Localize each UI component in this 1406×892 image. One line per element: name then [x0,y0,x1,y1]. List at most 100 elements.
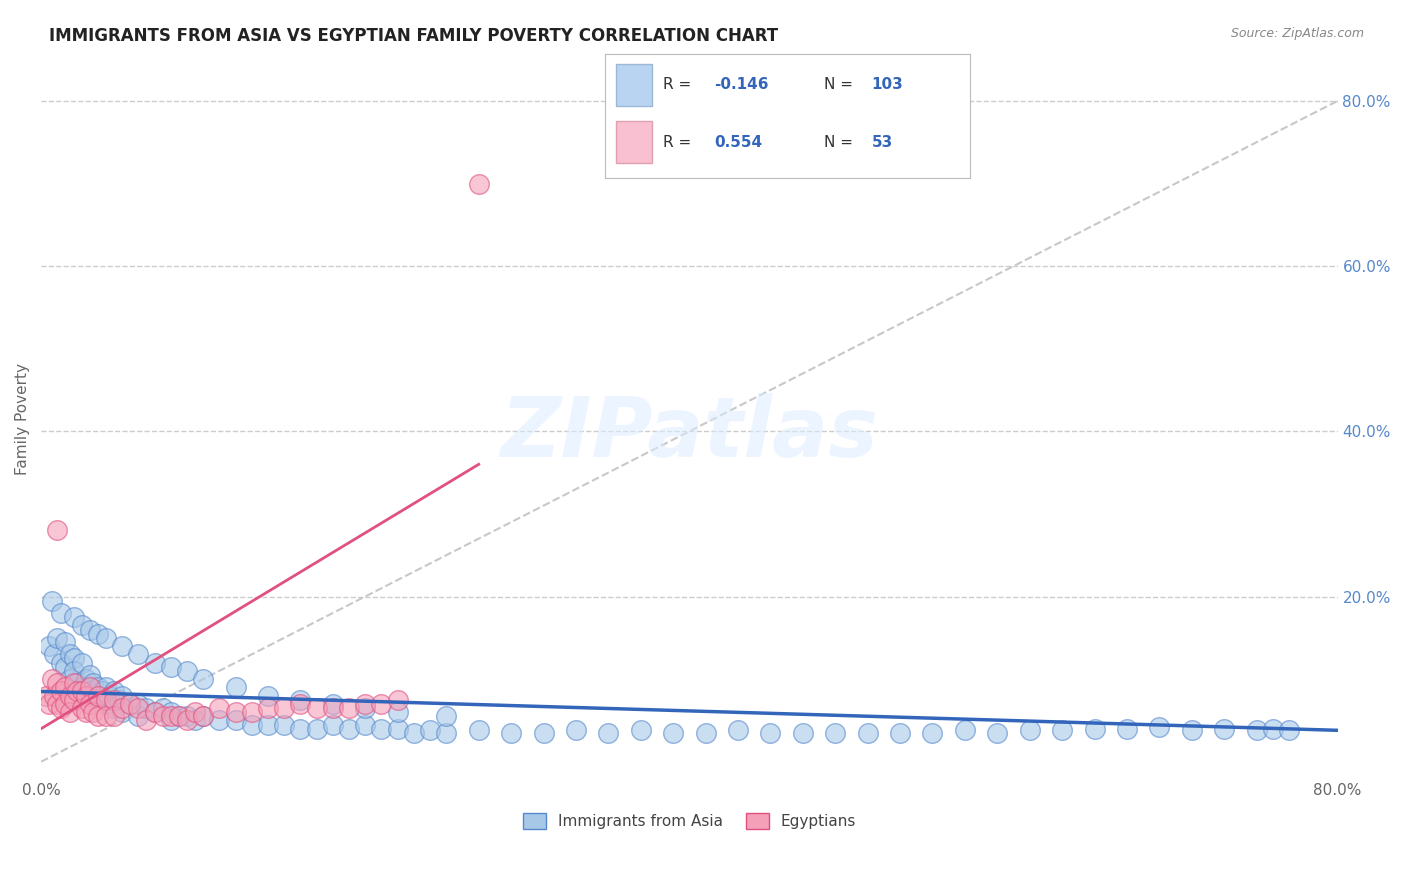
Point [70,701,93,715]
Point [225,714,247,728]
Point [49,606,72,620]
Point [111,689,134,703]
Legend: Immigrants from Asia, Egyptians: Immigrants from Asia, Egyptians [516,807,862,835]
Point [82,676,104,690]
Point [193,709,215,723]
Point [108,692,131,706]
Point [354,717,377,731]
Point [66,676,89,690]
Point [49,701,72,715]
Point [565,723,588,738]
Point [290,697,312,711]
Point [79,623,101,637]
Point [127,697,149,711]
Point [70,656,93,670]
Point [62,610,84,624]
Point [62,692,84,706]
Point [76,689,98,703]
Point [257,689,280,703]
Point [225,705,247,719]
Point [127,709,149,723]
Point [290,692,312,706]
Point [152,709,174,723]
Point [225,681,247,695]
Text: N =: N = [824,78,853,92]
Point [501,726,523,740]
Point [921,726,943,740]
Point [87,692,110,706]
Y-axis label: Family Poverty: Family Poverty [15,363,30,475]
Point [94,692,117,706]
Point [856,726,879,740]
Point [42,689,65,703]
Point [49,656,72,670]
Point [167,709,190,723]
Point [79,684,101,698]
Point [111,705,134,719]
Point [55,659,77,673]
Point [35,689,58,703]
Point [98,689,121,703]
Point [759,726,782,740]
Point [94,681,117,695]
Point [159,705,181,719]
Point [273,717,295,731]
Point [176,709,198,723]
Point [305,722,328,736]
Point [240,705,263,719]
Text: ZIPatlas: ZIPatlas [501,392,879,474]
Point [152,701,174,715]
Point [208,714,231,728]
Point [467,177,489,191]
Point [1213,722,1236,736]
Point [290,722,312,736]
Point [79,697,101,711]
Point [49,684,72,698]
Point [120,697,142,711]
Point [240,717,263,731]
Point [387,722,409,736]
Point [1050,723,1073,738]
Point [62,651,84,665]
Point [62,676,84,690]
Text: 0.554: 0.554 [714,135,762,150]
Point [322,717,344,731]
Point [167,709,190,723]
Point [87,709,110,723]
Point [387,692,409,706]
Point [370,722,392,736]
Point [354,697,377,711]
Point [1149,720,1171,734]
Point [46,631,69,645]
Point [70,618,93,632]
Point [120,697,142,711]
Point [76,689,98,703]
Point [91,684,114,698]
Point [337,722,360,736]
Point [467,723,489,738]
Point [94,631,117,645]
Text: N =: N = [824,135,853,150]
Point [143,656,166,670]
Point [79,668,101,682]
Point [103,709,125,723]
Point [184,714,207,728]
Point [434,726,457,740]
Point [111,639,134,653]
Point [792,726,814,740]
Point [953,723,976,738]
Point [70,681,93,695]
Point [87,626,110,640]
Point [59,648,82,662]
Point [87,681,110,695]
Point [354,701,377,715]
Point [598,726,620,740]
Point [337,701,360,715]
Bar [616,63,652,106]
Point [1181,723,1204,738]
Point [127,701,149,715]
Point [59,689,82,703]
Bar [616,121,652,163]
Point [76,672,98,686]
Point [46,676,69,690]
